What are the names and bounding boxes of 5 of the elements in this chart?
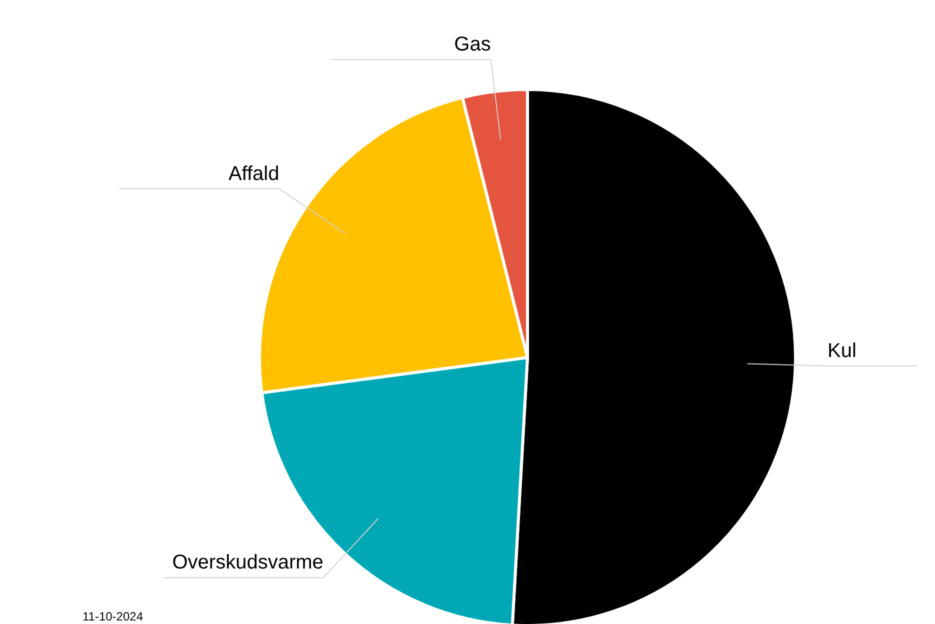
slice-label: Affald	[228, 162, 280, 185]
slice-label: Kul	[828, 340, 856, 362]
slice-label: Gas	[454, 34, 491, 56]
text: 11-10-2024	[82, 610, 144, 624]
slice-label: Overskudsvarme	[172, 552, 324, 574]
